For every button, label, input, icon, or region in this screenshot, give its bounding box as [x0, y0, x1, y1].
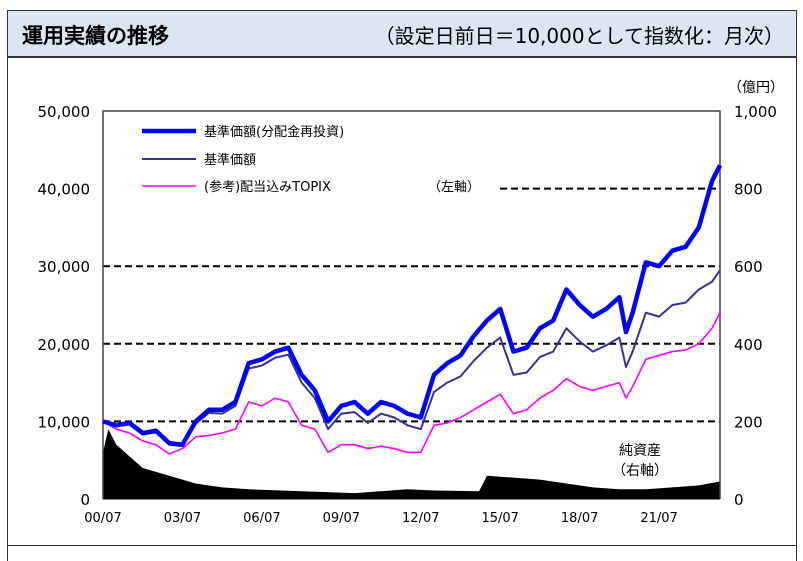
x-tick-label: 06/07 — [243, 511, 280, 526]
x-tick-label: 18/07 — [561, 511, 598, 526]
y-tick-label: 30,000 — [38, 258, 91, 276]
left-axis-note: （左軸） — [428, 180, 480, 195]
y-tick-label: 50,000 — [38, 103, 91, 121]
series-line-0 — [102, 164, 723, 447]
page-title: 運用実績の推移 — [22, 24, 169, 48]
legend-label: 基準価額(分配金再投資) — [204, 124, 344, 140]
right-axis-unit: （億円） — [728, 80, 784, 96]
page-subtitle: （設定日前日＝10,000として指数化：月次） — [374, 24, 784, 48]
y2-tick-label: 600 — [734, 258, 763, 276]
y2-tick-label: 0 — [734, 491, 744, 509]
net-assets-axis-note: （右軸） — [612, 463, 668, 479]
series-line-1 — [102, 269, 721, 448]
net-assets-label: 純資産 — [619, 443, 661, 459]
legend-label: (参考)配当込みTOPIX — [204, 179, 331, 195]
net-assets-area — [103, 429, 720, 499]
series-line-2 — [102, 312, 721, 455]
divider — [7, 545, 797, 546]
y2-tick-label: 200 — [734, 413, 763, 431]
plot-frame — [102, 110, 721, 499]
chart-frame — [7, 57, 797, 561]
y-tick-label: 40,000 — [38, 181, 91, 199]
y2-tick-label: 800 — [734, 181, 763, 199]
y-tick-label: 10,000 — [38, 413, 91, 431]
x-tick-label: 15/07 — [481, 511, 518, 526]
y-tick-label: 20,000 — [38, 336, 91, 354]
legend-label: 基準価額 — [204, 152, 256, 168]
header-bar: 運用実績の推移 （設定日前日＝10,000として指数化：月次） — [7, 10, 797, 58]
x-tick-label: 21/07 — [640, 511, 677, 526]
x-tick-label: 12/07 — [402, 511, 439, 526]
x-tick-label: 03/07 — [164, 511, 201, 526]
x-tick-label: 00/07 — [84, 511, 121, 526]
x-tick-label: 09/07 — [323, 511, 360, 526]
y2-tick-label: 1,000 — [734, 103, 777, 121]
y2-tick-label: 400 — [734, 336, 763, 354]
y-tick-label: 0 — [80, 491, 90, 509]
